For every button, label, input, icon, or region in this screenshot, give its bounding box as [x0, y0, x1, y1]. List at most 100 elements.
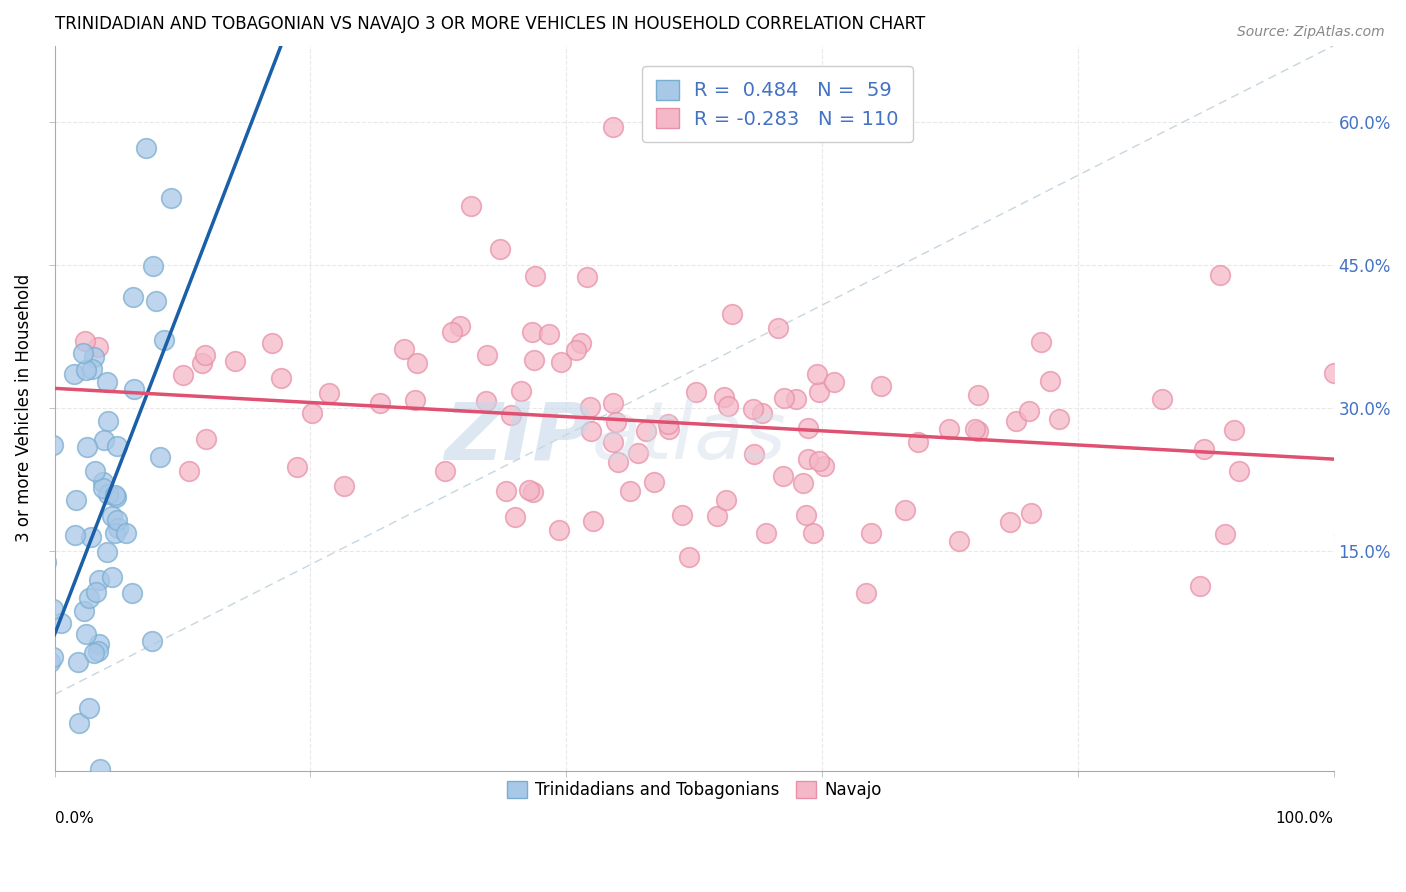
- Point: [83, 350, 105, 364]
- Point: [501, 409, 523, 423]
- Point: [76, 440, 98, 454]
- Point: [489, 242, 512, 256]
- Point: [1018, 403, 1040, 417]
- Point: [1004, 414, 1026, 428]
- Point: [509, 384, 531, 398]
- Point: [714, 493, 737, 508]
- Point: [63, 367, 86, 381]
- Point: [1213, 527, 1236, 541]
- Point: [67, 716, 90, 731]
- Point: [785, 392, 807, 406]
- Point: [797, 451, 820, 466]
- Point: [460, 199, 482, 213]
- Point: [75, 334, 97, 348]
- Point: [15, 721, 38, 735]
- Point: [22, 490, 45, 504]
- Point: [685, 385, 707, 400]
- Point: [39, 655, 62, 669]
- Point: [602, 396, 624, 410]
- Point: [619, 484, 641, 499]
- Point: [107, 439, 129, 453]
- Point: [87, 340, 110, 354]
- Point: [907, 435, 929, 450]
- Point: [160, 191, 183, 205]
- Point: [73, 604, 96, 618]
- Point: [149, 450, 172, 464]
- Point: [79, 701, 101, 715]
- Point: [77, 591, 100, 605]
- Point: [855, 585, 877, 599]
- Point: [89, 637, 111, 651]
- Point: [105, 513, 128, 527]
- Point: [678, 549, 700, 564]
- Point: [83, 646, 105, 660]
- Point: [177, 464, 200, 478]
- Point: [100, 570, 122, 584]
- Point: [794, 508, 817, 523]
- Point: [72, 346, 94, 360]
- Point: [145, 294, 167, 309]
- Point: [394, 342, 416, 356]
- Point: [1047, 412, 1070, 426]
- Point: [333, 479, 356, 493]
- Point: [636, 424, 658, 438]
- Point: [0, 497, 18, 511]
- Point: [643, 475, 665, 490]
- Point: [172, 368, 194, 383]
- Point: [801, 525, 824, 540]
- Point: [607, 455, 630, 469]
- Point: [894, 503, 917, 517]
- Point: [122, 382, 145, 396]
- Point: [262, 336, 284, 351]
- Point: [101, 509, 124, 524]
- Point: [1334, 528, 1357, 542]
- Point: [755, 526, 778, 541]
- Point: [107, 521, 129, 535]
- Point: [91, 475, 114, 489]
- Point: [503, 510, 526, 524]
- Point: [564, 343, 586, 357]
- Point: [1209, 268, 1232, 283]
- Point: [792, 476, 814, 491]
- Point: [717, 400, 740, 414]
- Point: [948, 533, 970, 548]
- Point: [713, 390, 735, 404]
- Point: [87, 644, 110, 658]
- Point: [75, 362, 97, 376]
- Point: [751, 407, 773, 421]
- Point: [195, 432, 218, 446]
- Point: [153, 333, 176, 347]
- Point: [191, 355, 214, 369]
- Point: [582, 514, 605, 528]
- Point: [495, 484, 517, 499]
- Point: [602, 434, 624, 449]
- Point: [142, 259, 165, 273]
- Point: [602, 120, 624, 134]
- Point: [65, 528, 87, 542]
- Point: [938, 423, 960, 437]
- Point: [194, 348, 217, 362]
- Point: [721, 307, 744, 321]
- Point: [135, 141, 157, 155]
- Point: [1019, 506, 1042, 520]
- Point: [963, 422, 986, 436]
- Point: [1194, 442, 1216, 457]
- Point: [285, 459, 308, 474]
- Point: [84, 585, 107, 599]
- Point: [870, 379, 893, 393]
- Point: [1189, 579, 1212, 593]
- Point: [1152, 392, 1174, 406]
- Point: [579, 424, 602, 438]
- Point: [522, 485, 544, 500]
- Point: [579, 400, 602, 414]
- Point: [517, 483, 540, 498]
- Point: [42, 437, 65, 451]
- Point: [806, 367, 828, 381]
- Point: [449, 319, 471, 334]
- Point: [475, 393, 498, 408]
- Point: [93, 433, 115, 447]
- Point: [807, 384, 830, 399]
- Point: [224, 354, 246, 368]
- Point: [1039, 374, 1062, 388]
- Point: [658, 422, 681, 436]
